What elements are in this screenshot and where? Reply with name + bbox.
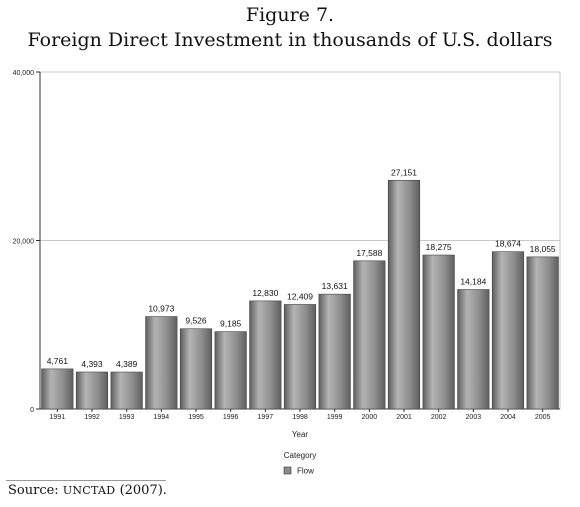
bar bbox=[145, 316, 178, 410]
x-tick-label: 2003 bbox=[466, 414, 482, 421]
x-tick-label: 1998 bbox=[292, 414, 308, 421]
bar-value-label: 13,631 bbox=[322, 281, 348, 291]
x-tick-label: 1994 bbox=[154, 414, 170, 421]
bar bbox=[110, 371, 143, 410]
legend-title: Category bbox=[284, 451, 316, 460]
x-tick-label: 1993 bbox=[119, 414, 135, 421]
source-note: Source: UNCTAD (2007). bbox=[8, 483, 167, 498]
bar-value-label: 4,389 bbox=[116, 359, 138, 369]
source-org: UNCTAD bbox=[62, 484, 116, 497]
source-prefix: Source: bbox=[8, 483, 63, 498]
bar-value-label: 12,409 bbox=[287, 291, 313, 301]
x-tick-label: 2002 bbox=[431, 414, 447, 421]
x-tick-label: 2001 bbox=[396, 414, 412, 421]
y-tick-label: 20,000 bbox=[13, 239, 35, 246]
legend-label: Flow bbox=[297, 467, 314, 476]
x-tick-label: 2004 bbox=[500, 414, 516, 421]
bar-value-label: 4,761 bbox=[47, 356, 69, 366]
x-tick-label: 1999 bbox=[327, 414, 343, 421]
x-tick-label: 1995 bbox=[188, 414, 204, 421]
bar bbox=[318, 293, 351, 410]
x-tick-label: 1997 bbox=[258, 414, 274, 421]
bar bbox=[283, 304, 317, 410]
legend-swatch bbox=[283, 466, 292, 475]
bar-value-label: 12,830 bbox=[252, 288, 278, 298]
source-suffix: (2007). bbox=[115, 483, 167, 498]
bar bbox=[179, 328, 213, 410]
x-tick-label: 1991 bbox=[50, 414, 66, 421]
bar-value-label: 9,185 bbox=[220, 319, 242, 329]
x-tick-label: 2005 bbox=[535, 414, 551, 421]
x-axis-label: Year bbox=[292, 430, 309, 439]
bar bbox=[422, 254, 455, 410]
x-tick-label: 2000 bbox=[362, 414, 378, 421]
bar bbox=[353, 260, 386, 410]
bar bbox=[457, 289, 490, 410]
bar bbox=[75, 371, 109, 410]
bar-value-label: 9,526 bbox=[185, 316, 207, 326]
bar bbox=[526, 256, 559, 410]
bar bbox=[249, 300, 282, 410]
bar-value-label: 14,184 bbox=[460, 276, 486, 286]
bar bbox=[214, 331, 247, 410]
bar-chart: 0 20,000 40,000 4,761 1991 4,393 1992 4,389 1993… bbox=[13, 70, 561, 476]
bar bbox=[41, 368, 74, 410]
bar-value-label: 18,055 bbox=[530, 244, 556, 254]
y-tick-label: 40,000 bbox=[13, 70, 35, 77]
bar-value-label: 18,674 bbox=[495, 239, 521, 249]
figure-title: Foreign Direct Investment in thousands o… bbox=[27, 29, 553, 51]
bar-value-label: 10,973 bbox=[148, 304, 174, 314]
x-tick-label: 1996 bbox=[223, 414, 239, 421]
bar-value-label: 17,588 bbox=[356, 248, 382, 258]
figure-number: Figure 7. bbox=[245, 4, 335, 26]
bar-value-label: 4,393 bbox=[81, 359, 103, 369]
bar bbox=[387, 179, 421, 410]
bar-value-label: 18,275 bbox=[426, 242, 452, 252]
source-divider bbox=[6, 480, 166, 481]
x-tick-label: 1992 bbox=[84, 414, 100, 421]
bar bbox=[491, 251, 525, 410]
y-tick-label: 0 bbox=[30, 407, 34, 414]
bar-value-label: 27,151 bbox=[391, 167, 417, 177]
